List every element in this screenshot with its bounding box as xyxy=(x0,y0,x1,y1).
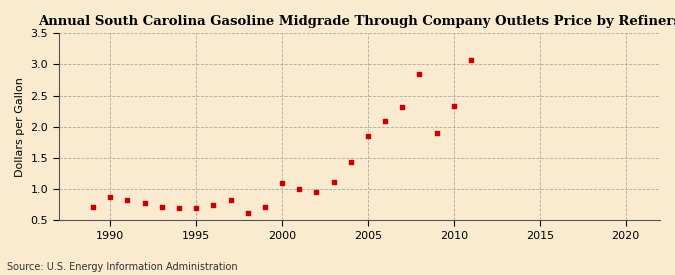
Point xyxy=(88,205,99,210)
Point xyxy=(157,204,167,209)
Point xyxy=(397,105,408,109)
Point xyxy=(294,187,304,191)
Point xyxy=(259,204,270,209)
Point xyxy=(208,203,219,207)
Point xyxy=(139,201,150,205)
Point xyxy=(431,131,442,135)
Point xyxy=(414,72,425,76)
Point xyxy=(448,103,459,108)
Point xyxy=(328,180,339,184)
Point xyxy=(191,206,202,210)
Text: Source: U.S. Energy Information Administration: Source: U.S. Energy Information Administ… xyxy=(7,262,238,272)
Point xyxy=(242,211,253,215)
Title: Annual South Carolina Gasoline Midgrade Through Company Outlets Price by Refiner: Annual South Carolina Gasoline Midgrade … xyxy=(38,15,675,28)
Point xyxy=(173,206,184,210)
Point xyxy=(122,197,133,202)
Point xyxy=(380,119,391,123)
Point xyxy=(105,194,115,199)
Y-axis label: Dollars per Gallon: Dollars per Gallon xyxy=(15,77,25,177)
Point xyxy=(277,181,288,185)
Point xyxy=(346,160,356,164)
Point xyxy=(225,198,236,203)
Point xyxy=(311,190,322,194)
Point xyxy=(466,58,477,62)
Point xyxy=(362,133,373,138)
